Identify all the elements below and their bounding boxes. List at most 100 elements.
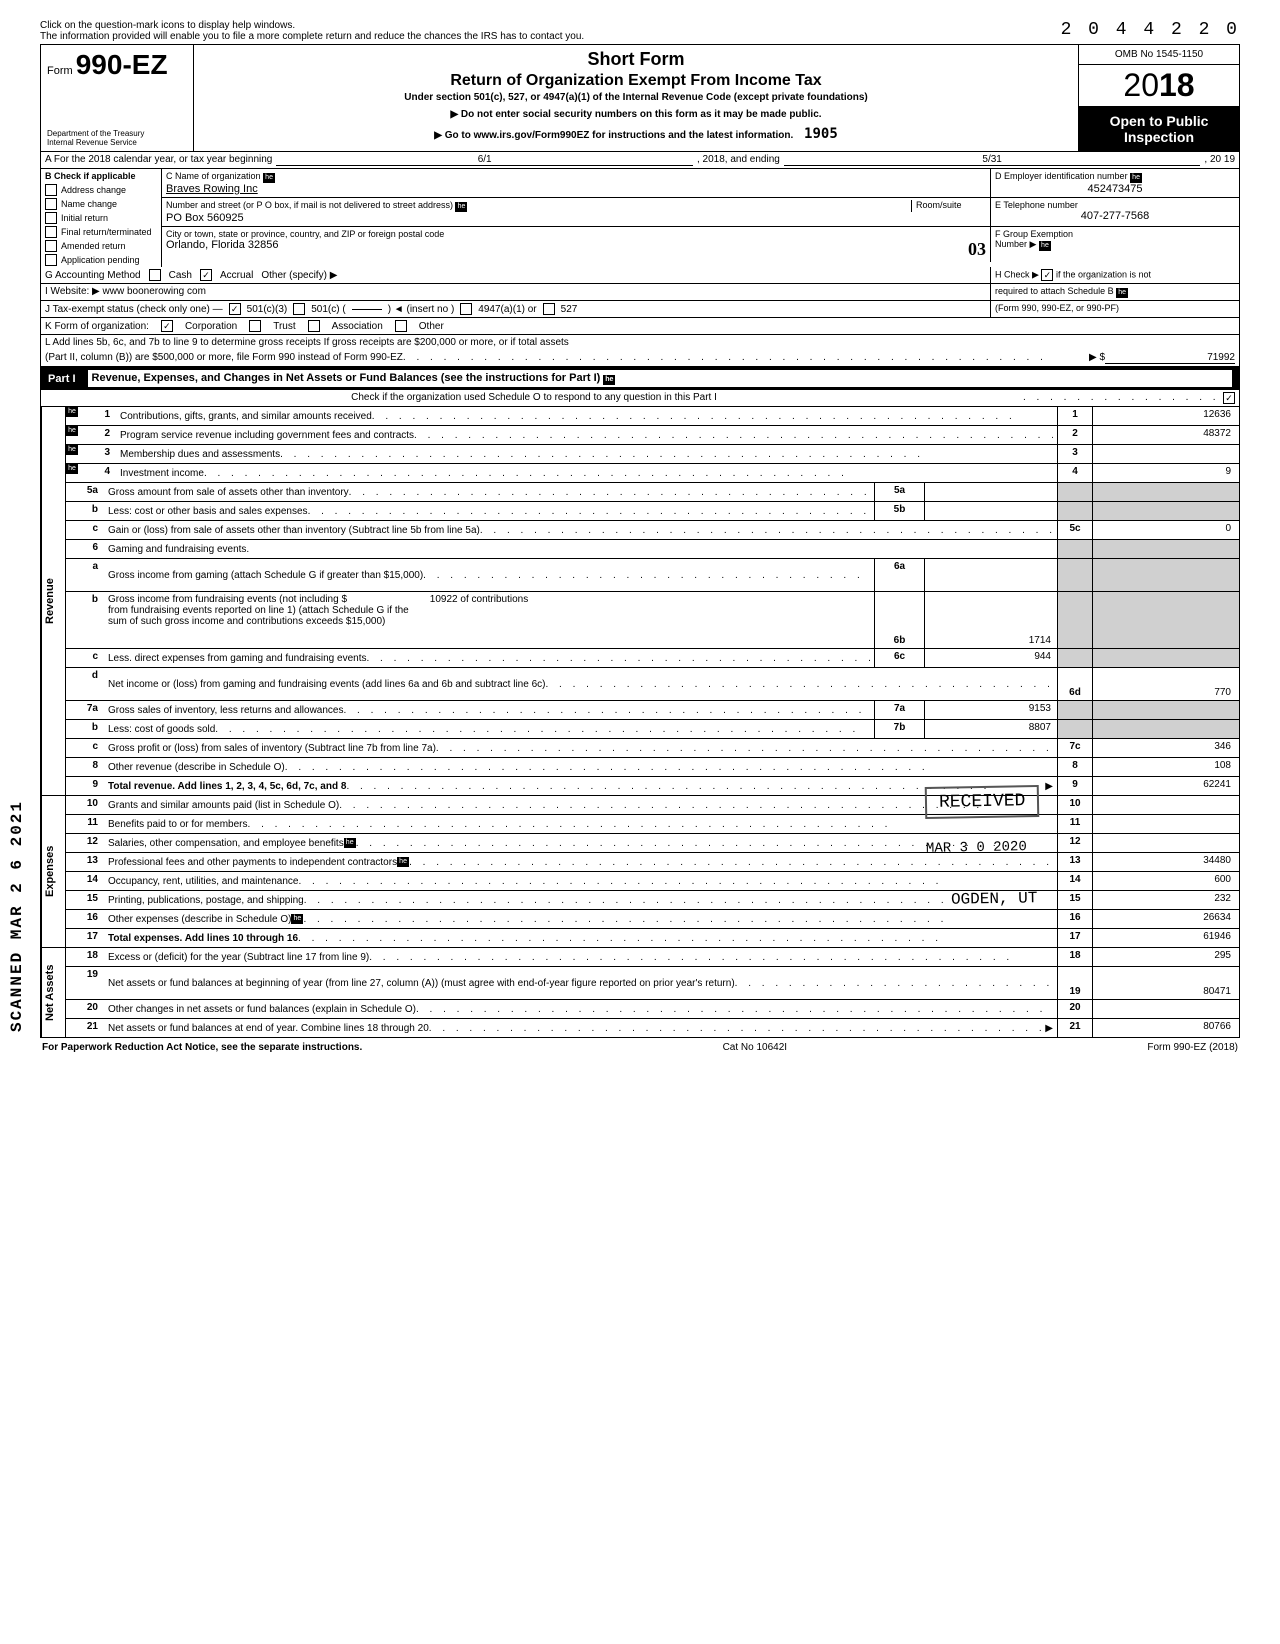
shaded (1092, 592, 1239, 648)
line-col: 14 (1057, 872, 1092, 890)
cb-501c[interactable] (293, 303, 305, 315)
line-desc: Grants and similar amounts paid (list in… (108, 800, 339, 811)
line-val: 80766 (1092, 1019, 1239, 1037)
dots (414, 430, 1053, 441)
line-subval: 9153 (924, 701, 1057, 719)
cb-association[interactable] (308, 320, 320, 332)
cb-527[interactable] (543, 303, 555, 315)
line-desc: Net assets or fund balances at end of ye… (108, 1023, 429, 1034)
shaded (1092, 483, 1239, 501)
line-num: 16 (66, 910, 104, 928)
shaded (1057, 502, 1092, 520)
cb-final-return[interactable]: Final return/terminated (41, 225, 161, 239)
cb-amended-return[interactable]: Amended return (41, 239, 161, 253)
part-1-label: Part I (48, 373, 76, 385)
line-col: 15 (1057, 891, 1092, 909)
help-icon[interactable]: he (455, 202, 467, 212)
line-col: 7c (1057, 739, 1092, 757)
help-icon[interactable]: he (397, 857, 409, 867)
row-a-label: A For the 2018 calendar year, or tax yea… (45, 154, 272, 166)
cb-other-org[interactable] (395, 320, 407, 332)
help-icon[interactable]: he (1116, 288, 1128, 298)
help-icon[interactable]: he (66, 426, 78, 436)
line-val (1092, 445, 1239, 463)
line-desc: Salaries, other compensation, and employ… (108, 838, 344, 849)
cb-name-change[interactable]: Name change (41, 197, 161, 211)
help-icon[interactable]: he (291, 914, 303, 924)
help-icon[interactable]: he (66, 464, 78, 474)
line-1: he 1 Contributions, gifts, grants, and s… (66, 407, 1239, 426)
help-line-1: Click on the question-mark icons to disp… (40, 20, 295, 31)
expenses-label: Expenses (41, 796, 58, 947)
help-icon[interactable]: he (344, 838, 356, 848)
line-num: 3 (78, 445, 116, 463)
row-h-text4: (Form 990, 990-EZ, or 990-PF) (990, 301, 1239, 317)
line-num: c (66, 649, 104, 667)
line-num: a (66, 559, 104, 591)
cb-address-change[interactable]: Address change (41, 183, 161, 197)
cb-501c3[interactable]: ✓ (229, 303, 241, 315)
org-name-value: Braves Rowing Inc (166, 183, 986, 195)
row-k: K Form of organization: ✓Corporation Tru… (40, 318, 1240, 335)
dots (423, 570, 870, 581)
line-desc: Other changes in net assets or fund bala… (108, 1004, 416, 1015)
cb-label: Name change (61, 199, 117, 209)
omb-number: OMB No 1545-1150 (1079, 45, 1239, 65)
help-icon[interactable]: he (603, 375, 615, 385)
line-val: 26634 (1092, 910, 1239, 928)
cb-corporation[interactable]: ✓ (161, 320, 173, 332)
dots (280, 449, 1053, 460)
line-5c: c Gain or (loss) from sale of assets oth… (66, 521, 1239, 540)
line-desc: Total expenses. Add lines 10 through 16 (108, 933, 298, 944)
city-cell: City or town, state or province, country… (162, 227, 990, 262)
line-7b: b Less: cost of goods sold 7b 8807 (66, 720, 1239, 739)
line-sub: 6a (874, 559, 924, 591)
arrow-line-1: ▶ Do not enter social security numbers o… (202, 109, 1070, 120)
line-num: b (66, 502, 104, 520)
line-6b-d1: Gross income from fundraising events (no… (108, 594, 347, 605)
row-a-end-year: , 20 19 (1204, 154, 1235, 166)
shaded (1092, 649, 1239, 667)
line-7a: 7a Gross sales of inventory, less return… (66, 701, 1239, 720)
row-a-end-month: 5/31 (784, 154, 1201, 166)
help-icon[interactable]: he (66, 407, 78, 417)
line-desc: Program service revenue including govern… (120, 430, 414, 441)
line-desc: Gaming and fundraising events. (104, 540, 1057, 558)
cb-schedule-b[interactable]: ✓ (1041, 269, 1053, 281)
ein-cell: D Employer identification number he 4524… (990, 169, 1239, 197)
cb-trust[interactable] (249, 320, 261, 332)
help-icon[interactable]: he (263, 173, 275, 183)
row-l-text2: (Part II, column (B)) are $500,000 or mo… (45, 352, 403, 364)
cb-accrual[interactable]: ✓ (200, 269, 212, 281)
help-icon[interactable]: he (66, 445, 78, 455)
help-icon[interactable]: he (1039, 241, 1051, 251)
cb-application-pending[interactable]: Application pending (41, 253, 161, 267)
cb-cash[interactable] (149, 269, 161, 281)
main-title: Return of Organization Exempt From Incom… (202, 72, 1070, 90)
cb-initial-return[interactable]: Initial return (41, 211, 161, 225)
row-j-label: J Tax-exempt status (check only one) — (45, 304, 223, 315)
line-desc: Net income or (loss) from gaming and fun… (108, 679, 545, 690)
line-sub: 6c (874, 649, 924, 667)
cb-label: Final return/terminated (61, 227, 152, 237)
dots (298, 933, 1053, 944)
line-2: he 2 Program service revenue including g… (66, 426, 1239, 445)
cb-label: Address change (61, 185, 126, 195)
line-desc: Contributions, gifts, grants, and simila… (120, 411, 372, 422)
line-col: 13 (1057, 853, 1092, 871)
line-10: 10 Grants and similar amounts paid (list… (66, 796, 1239, 815)
line-6d: d Net income or (loss) from gaming and f… (66, 668, 1239, 701)
revenue-label: Revenue (41, 407, 58, 795)
shaded (1092, 540, 1239, 558)
line-4: he 4 Investment income 4 9 (66, 464, 1239, 483)
dots (339, 800, 1053, 811)
cb-4947[interactable] (460, 303, 472, 315)
group-label: F Group Exemption (995, 229, 1235, 239)
cb-label: Initial return (61, 213, 108, 223)
dots (366, 653, 870, 664)
dots (409, 857, 1053, 868)
cb-schedule-o[interactable]: ✓ (1223, 392, 1235, 404)
help-icon[interactable]: he (1130, 173, 1142, 183)
line-val: 108 (1092, 758, 1239, 776)
line-val: 80471 (1092, 967, 1239, 999)
